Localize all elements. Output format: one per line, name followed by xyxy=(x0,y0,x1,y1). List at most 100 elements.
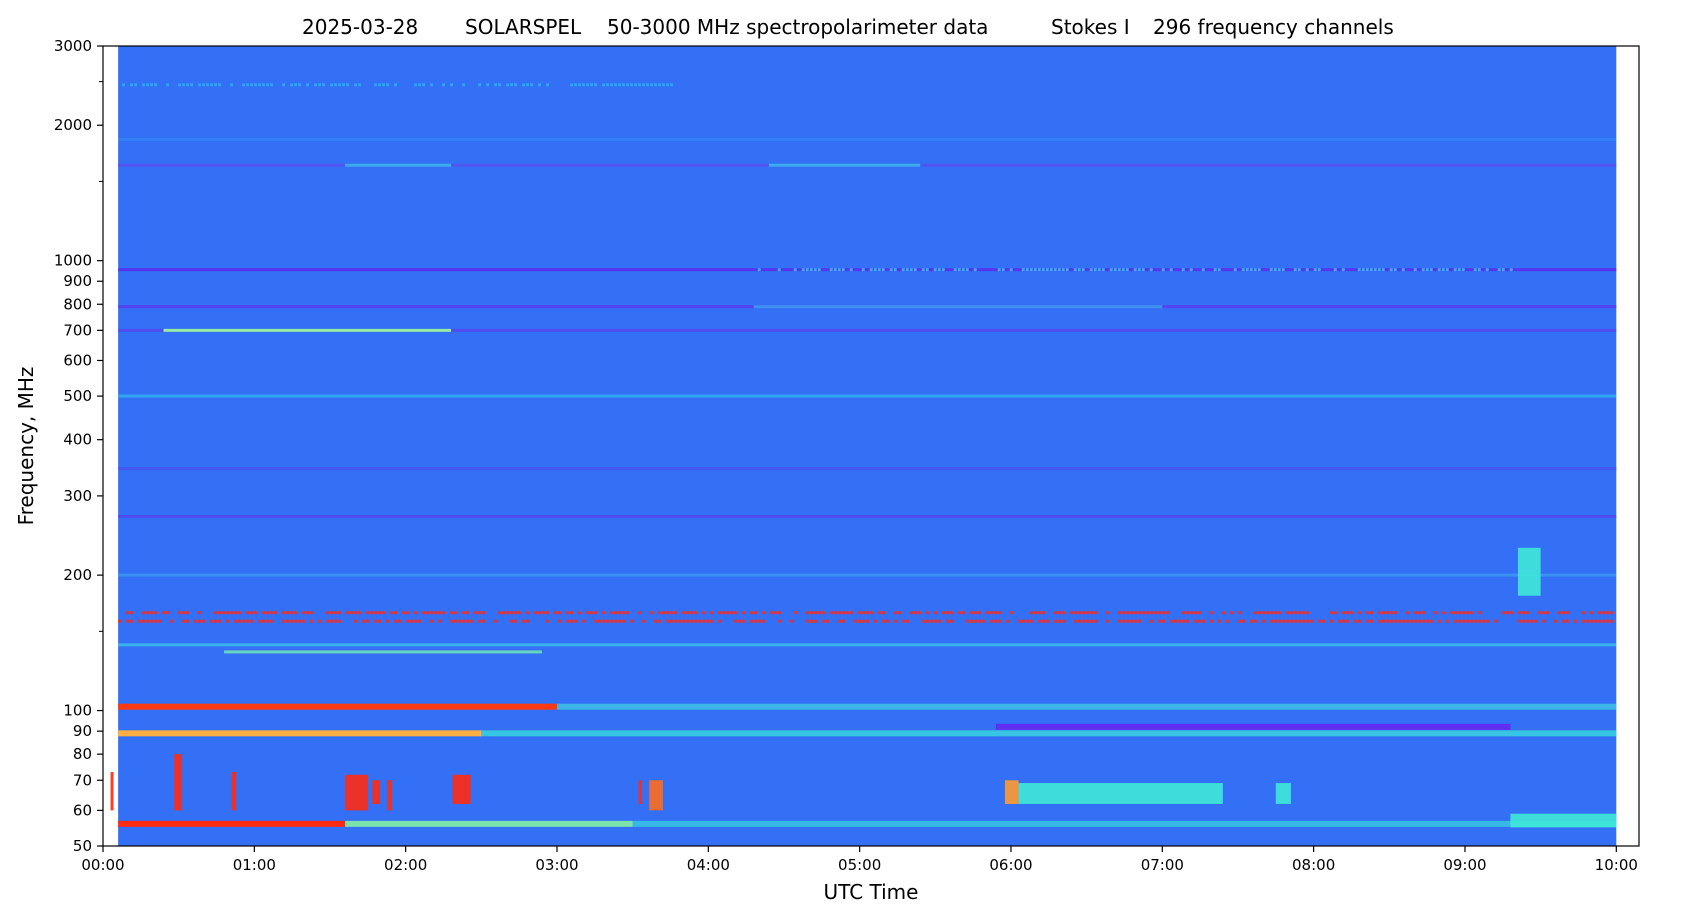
heatmap-speckle xyxy=(1138,619,1142,623)
heatmap-speckle xyxy=(1330,619,1334,623)
heatmap-speckle xyxy=(1382,619,1386,623)
heatmap-speckle xyxy=(858,611,862,615)
heatmap-speckle xyxy=(690,611,694,615)
heatmap-speckle xyxy=(482,619,486,623)
heatmap-speckle xyxy=(1477,268,1481,272)
heatmap-speckle xyxy=(614,619,618,623)
heatmap-speckle xyxy=(1534,619,1538,623)
heatmap-speckle xyxy=(1302,619,1306,623)
heatmap-speckle xyxy=(1242,619,1246,623)
heatmap-speckle xyxy=(862,611,866,615)
heatmap-speckle xyxy=(154,619,158,623)
heatmap-speckle xyxy=(1562,611,1566,615)
heatmap-speckle xyxy=(1454,611,1458,615)
heatmap-speckle xyxy=(1162,619,1166,623)
heatmap-speckle xyxy=(334,619,338,623)
heatmap-speckle xyxy=(1074,619,1078,623)
heatmap-speckle xyxy=(266,619,270,623)
x-tick-label: 02:00 xyxy=(384,856,427,874)
heatmap-speckle xyxy=(134,83,138,87)
heatmap-burst xyxy=(1018,783,1223,804)
heatmap-speckle xyxy=(318,619,322,623)
heatmap-speckle xyxy=(1509,268,1513,272)
heatmap-speckle xyxy=(1245,268,1249,272)
heatmap-speckle xyxy=(1054,611,1058,615)
heatmap-speckle xyxy=(230,83,234,87)
heatmap-speckle xyxy=(494,619,498,623)
heatmap-speckle xyxy=(809,268,813,272)
heatmap-speckle xyxy=(894,619,898,623)
heatmap-band-158mhz xyxy=(118,619,1614,623)
heatmap-speckle xyxy=(1522,619,1526,623)
heatmap-speckle xyxy=(506,611,510,615)
heatmap-speckle xyxy=(1566,619,1570,623)
heatmap-speckle xyxy=(1298,611,1302,615)
heatmap-speckle xyxy=(298,619,302,623)
heatmap-speckle xyxy=(961,268,965,272)
y-tick-label: 3000 xyxy=(54,37,92,55)
heatmap-speckle xyxy=(925,268,929,272)
heatmap-burst xyxy=(638,780,642,804)
heatmap-speckle xyxy=(1526,619,1530,623)
heatmap-speckle xyxy=(1094,619,1098,623)
heatmap-speckle xyxy=(862,619,866,623)
heatmap-speckle xyxy=(374,619,378,623)
heatmap-speckle xyxy=(854,619,858,623)
heatmap-band-345mhz xyxy=(118,467,1617,471)
heatmap-speckle xyxy=(254,611,258,615)
y-tick-label: 400 xyxy=(63,431,92,449)
heatmap-speckle xyxy=(382,83,386,87)
heatmap-speckle xyxy=(506,83,510,87)
heatmap-speckle xyxy=(1410,619,1414,623)
heatmap-speckle xyxy=(1274,611,1278,615)
heatmap-speckle xyxy=(586,83,590,87)
heatmap-speckle xyxy=(1070,611,1074,615)
heatmap-speckle xyxy=(166,611,170,615)
heatmap-speckle xyxy=(238,619,242,623)
heatmap-speckle xyxy=(1065,268,1069,272)
heatmap-band-102mhz xyxy=(556,703,1617,710)
heatmap-speckle xyxy=(1278,619,1282,623)
heatmap-speckle xyxy=(778,619,782,623)
heatmap-speckle xyxy=(602,83,606,87)
heatmap-speckle xyxy=(1518,611,1522,615)
heatmap-speckle xyxy=(398,619,402,623)
heatmap-speckle xyxy=(606,619,610,623)
heatmap-speckle xyxy=(873,268,877,272)
heatmap-speckle xyxy=(1062,619,1066,623)
heatmap-speckle xyxy=(869,268,873,272)
heatmap-speckle xyxy=(170,619,174,623)
heatmap-speckle xyxy=(1281,268,1285,272)
heatmap-speckle xyxy=(1378,611,1382,615)
heatmap-speckle xyxy=(1253,268,1257,272)
heatmap-speckle xyxy=(582,619,586,623)
heatmap-speckle xyxy=(1009,268,1013,272)
heatmap-speckle xyxy=(1126,619,1130,623)
heatmap-speckle xyxy=(406,611,410,615)
heatmap-speckle xyxy=(1161,268,1165,272)
heatmap-speckle xyxy=(642,83,646,87)
heatmap-speckle xyxy=(294,83,298,87)
heatmap-band-1630mhz xyxy=(768,163,921,167)
heatmap-speckle xyxy=(1462,619,1466,623)
heatmap-speckle xyxy=(826,619,830,623)
heatmap-speckle xyxy=(1258,611,1262,615)
heatmap-speckle xyxy=(470,619,474,623)
heatmap-speckle xyxy=(994,611,998,615)
heatmap-speckle xyxy=(414,619,418,623)
heatmap-speckle xyxy=(274,611,278,615)
heatmap-speckle xyxy=(682,611,686,615)
heatmap-speckle xyxy=(178,611,182,615)
heatmap-speckle xyxy=(1294,619,1298,623)
heatmap-speckle xyxy=(1290,619,1294,623)
heatmap-speckle xyxy=(118,619,122,623)
x-tick-label: 06:00 xyxy=(989,856,1032,874)
heatmap-speckle xyxy=(618,619,622,623)
heatmap-speckle xyxy=(1530,619,1534,623)
heatmap-speckle xyxy=(1394,611,1398,615)
heatmap-speckle xyxy=(610,83,614,87)
heatmap-speckle xyxy=(198,611,202,615)
heatmap-speckle xyxy=(582,83,586,87)
heatmap-burst xyxy=(387,780,393,811)
heatmap-speckle xyxy=(130,619,134,623)
